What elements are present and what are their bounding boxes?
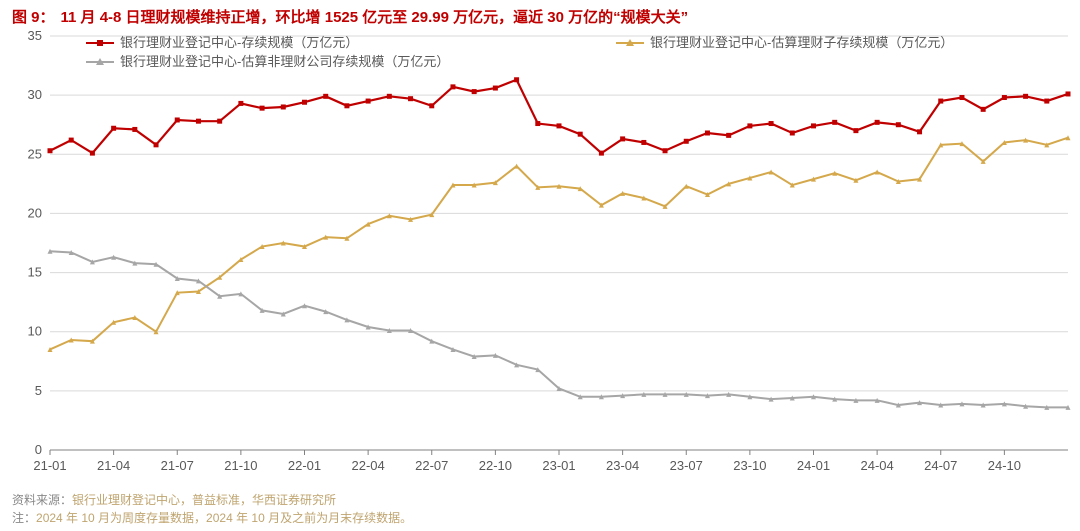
- figure-caption: 11 月 4-8 日理财规模维持正增，环比增 1525 亿元至 29.99 万亿…: [61, 9, 689, 26]
- chart-svg: 0 5 10 15 20 25 30 35 21-01 21-04 21-07 21-10 22-01 2…: [6, 28, 1074, 480]
- svg-text:22-04: 22-04: [352, 458, 385, 473]
- svg-text:24-01: 24-01: [797, 458, 830, 473]
- svg-text:22-07: 22-07: [415, 458, 448, 473]
- note-label: 注：: [12, 511, 36, 525]
- chart-title: 图 9： 11 月 4-8 日理财规模维持正增，环比增 1525 亿元至 29.9…: [12, 6, 688, 27]
- svg-text:21-04: 21-04: [97, 458, 130, 473]
- svg-text:24-10: 24-10: [988, 458, 1021, 473]
- svg-text:5: 5: [35, 383, 42, 398]
- source-label: 资料来源：: [12, 493, 72, 507]
- svg-text:35: 35: [28, 28, 42, 43]
- svg-text:22-10: 22-10: [479, 458, 512, 473]
- svg-text:24-07: 24-07: [924, 458, 957, 473]
- chart-footer: 资料来源：银行业理财登记中心，普益标准，华西证券研究所 注：2024 年 10 …: [12, 491, 412, 527]
- svg-text:21-10: 21-10: [224, 458, 257, 473]
- figure-number: 图 9：: [12, 9, 55, 26]
- svg-text:23-10: 23-10: [733, 458, 766, 473]
- svg-text:23-04: 23-04: [606, 458, 639, 473]
- source-line: 资料来源：银行业理财登记中心，普益标准，华西证券研究所: [12, 491, 412, 509]
- svg-text:25: 25: [28, 146, 42, 161]
- svg-text:24-04: 24-04: [861, 458, 894, 473]
- svg-text:0: 0: [35, 442, 42, 457]
- line-chart: 0 5 10 15 20 25 30 35 21-01 21-04 21-07 21-10 22-01 2…: [6, 28, 1074, 480]
- svg-text:23-07: 23-07: [670, 458, 703, 473]
- svg-text:21-07: 21-07: [161, 458, 194, 473]
- svg-text:银行理财业登记中心-估算理财子存续规模（万亿元）: 银行理财业登记中心-估算理财子存续规模（万亿元）: [650, 35, 953, 50]
- source-text: 银行业理财登记中心，普益标准，华西证券研究所: [72, 493, 336, 507]
- svg-text:银行理财业登记中心-估算非理财公司存续规模（万亿元）: 银行理财业登记中心-估算非理财公司存续规模（万亿元）: [120, 54, 449, 69]
- note-text: 2024 年 10 月为周度存量数据，2024 年 10 月及之前为月末存续数据…: [36, 511, 412, 525]
- note-line: 注：2024 年 10 月为周度存量数据，2024 年 10 月及之前为月末存续…: [12, 509, 412, 527]
- svg-text:20: 20: [28, 205, 42, 220]
- svg-text:21-01: 21-01: [33, 458, 66, 473]
- svg-text:15: 15: [28, 265, 42, 280]
- svg-text:23-01: 23-01: [542, 458, 575, 473]
- svg-text:22-01: 22-01: [288, 458, 321, 473]
- svg-text:银行理财业登记中心-存续规模（万亿元）: 银行理财业登记中心-存续规模（万亿元）: [120, 35, 358, 50]
- svg-text:30: 30: [28, 87, 42, 102]
- svg-text:10: 10: [28, 324, 42, 339]
